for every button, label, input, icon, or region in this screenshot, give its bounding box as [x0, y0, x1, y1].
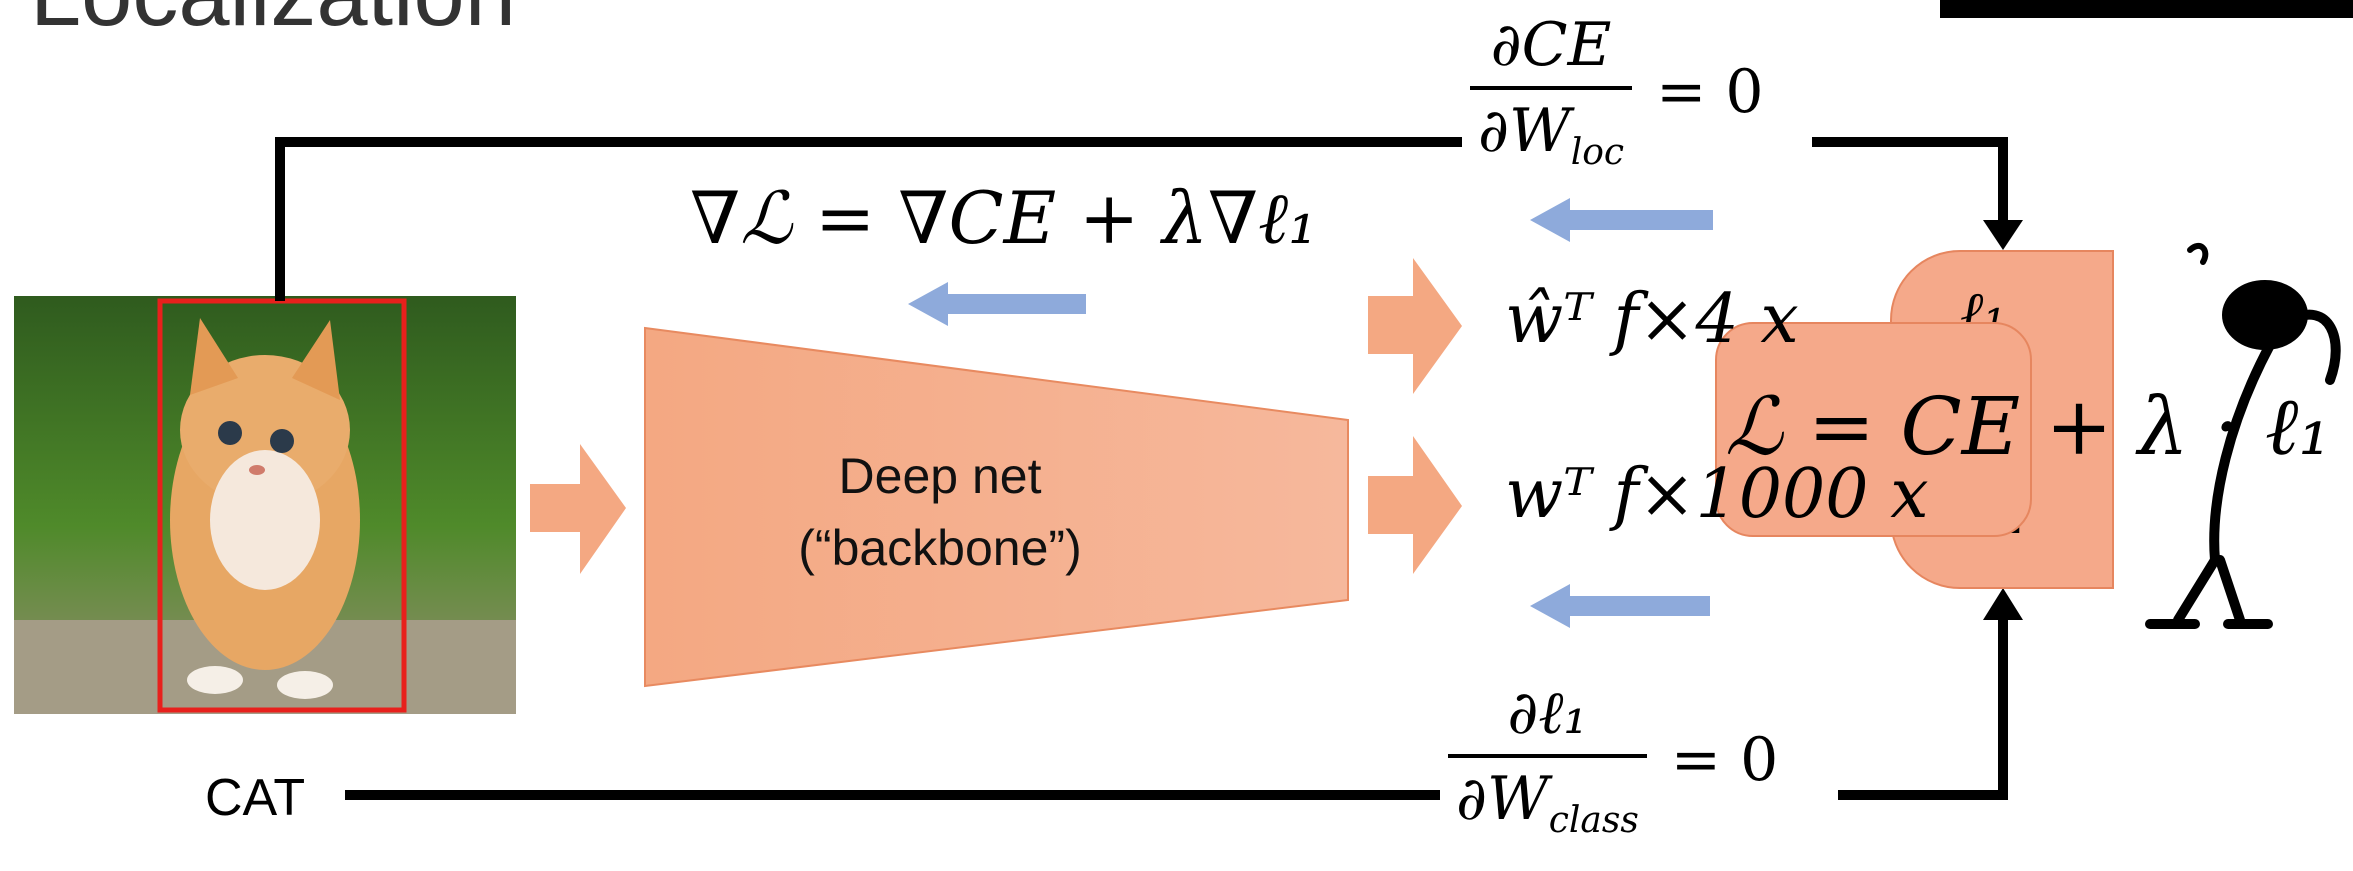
grad-loc-denominator: ∂Wloc	[1478, 96, 1625, 173]
backbone-label: Deep net (“backbone”)	[700, 440, 1180, 584]
grad-loc-numerator: ∂CE	[1490, 10, 1612, 80]
fraction-bar	[1470, 86, 1633, 90]
backbone-label-line2: (“backbone”)	[798, 520, 1082, 576]
total-loss-equation: ℒ = CE + λ · ℓ₁	[1725, 380, 2331, 473]
grad-loc-fraction: ∂CE ∂Wloc	[1470, 10, 1633, 173]
class-head-arrow	[1368, 436, 1462, 574]
fraction-bar	[1448, 754, 1647, 758]
grad-class-equation: ∂ℓ₁ ∂Wclass = 0	[1448, 678, 1778, 841]
total-loss-box	[1715, 322, 2032, 537]
box-head-arrow	[1368, 258, 1462, 394]
loss-gradient-equation: ∇ℒ = ∇CE + λ∇ℓ₁	[690, 176, 1318, 260]
class-head-equation: wᵀ f×1000 x	[1505, 455, 1929, 534]
backbone-label-line1: Deep net	[838, 448, 1042, 504]
grad-class-fraction: ∂ℓ₁ ∂Wclass	[1448, 678, 1647, 841]
grad-loc-equation: ∂CE ∂Wloc = 0	[1470, 10, 1764, 173]
grad-class-denominator: ∂Wclass	[1456, 764, 1639, 841]
backprop-arrow-grad	[908, 282, 1086, 326]
grad-loc-rhs: = 0	[1656, 56, 1764, 127]
cat-photo	[14, 296, 516, 714]
input-arrow	[530, 444, 626, 574]
class-label-cat: CAT	[205, 769, 306, 827]
bbox-connector	[275, 137, 1462, 301]
page-title: Localization	[30, 0, 516, 47]
backprop-arrow-bottom	[1530, 584, 1710, 628]
backprop-arrow-top	[1530, 198, 1713, 242]
bottom-connector	[1838, 612, 2008, 800]
backbone-shape	[644, 326, 1349, 688]
top-bar	[1940, 0, 2353, 18]
stick-figure	[2145, 242, 2341, 629]
top-connector	[1812, 137, 2008, 228]
grad-class-numerator: ∂ℓ₁	[1507, 678, 1588, 748]
bottom-arrowhead	[1983, 588, 2023, 620]
box-head-equation: ŵᵀ f×4 x	[1505, 280, 1799, 359]
grad-class-rhs: = 0	[1670, 724, 1779, 795]
top-arrowhead	[1983, 220, 2023, 250]
